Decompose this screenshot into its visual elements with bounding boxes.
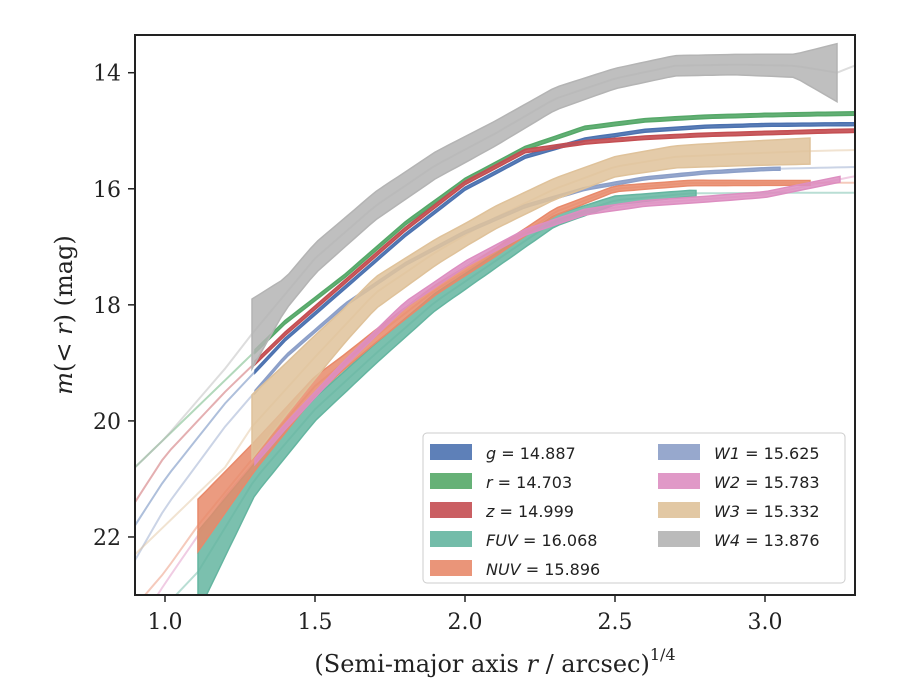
legend-series-name: W3: [714, 502, 740, 521]
x-tick-label: 2.5: [598, 610, 633, 635]
legend-series-name: r: [486, 473, 494, 492]
x-axis-label-post: / arcsec): [538, 650, 650, 678]
legend-label: z = 14.999: [485, 502, 574, 521]
series-band-w3: [251, 137, 811, 461]
y-tick-label: 22: [93, 526, 121, 551]
legend-series-value: = 15.783: [740, 473, 820, 492]
legend-swatch: [430, 444, 472, 460]
legend-swatch: [430, 473, 472, 489]
legend-swatch: [430, 502, 472, 518]
y-axis-label-r: r: [50, 322, 78, 335]
x-axis-label-pre: (Semi-major axis: [314, 650, 526, 678]
legend-swatch: [658, 502, 700, 518]
x-axis-label: (Semi-major axis r / arcsec)1/4: [314, 645, 675, 678]
legend-item-r: r = 14.703: [430, 473, 572, 492]
series-band-w4: [251, 42, 838, 372]
legend-swatch: [658, 444, 700, 460]
legend-label: W2 = 15.783: [714, 473, 820, 492]
legend-item-fuv: FUV = 16.068: [430, 531, 597, 550]
legend-series-name: NUV: [486, 560, 522, 579]
legend-swatch: [430, 531, 472, 547]
legend-swatch: [658, 473, 700, 489]
legend-series-value: = 13.876: [740, 531, 820, 550]
legend-series-value: = 15.896: [521, 560, 601, 579]
x-tick-label: 3.0: [748, 610, 783, 635]
legend-series-value: = 16.068: [518, 531, 598, 550]
y-axis-label: m(< r) (mag): [50, 235, 78, 395]
legend-label: FUV = 16.068: [486, 531, 597, 550]
legend-item-w1: W1 = 15.625: [658, 444, 820, 463]
legend-label: g = 14.887: [486, 444, 576, 463]
x-tick-label: 1.5: [298, 610, 333, 635]
legend-label: W1 = 15.625: [714, 444, 820, 463]
legend-series-value: = 15.332: [740, 502, 820, 521]
legend-item-g: g = 14.887: [430, 444, 576, 463]
legend-label: W3 = 15.332: [714, 502, 820, 521]
legend-label: NUV = 15.896: [486, 560, 600, 579]
legend-swatch: [430, 560, 472, 576]
series-band-w2: [254, 175, 841, 467]
y-tick-label: 20: [93, 410, 121, 435]
legend-item-z: z = 14.999: [430, 502, 574, 521]
x-axis-label-r: r: [526, 650, 539, 678]
y-axis-label-mid: (<: [50, 335, 78, 372]
y-tick-label: 16: [93, 178, 121, 203]
x-tick-label: 1.0: [148, 610, 183, 635]
legend-series-name: W1: [714, 444, 740, 463]
legend-item-w3: W3 = 15.332: [658, 502, 820, 521]
series-band-g: [254, 121, 855, 375]
legend-series-value: = 14.703: [493, 473, 573, 492]
legend-series-value: = 15.625: [740, 444, 820, 463]
legend-series-name: z: [485, 502, 495, 521]
x-axis-label-exponent: 1/4: [650, 645, 676, 664]
y-axis-label-m: m: [50, 372, 78, 395]
legend-item-w4: W4 = 13.876: [658, 531, 820, 550]
y-tick-label: 18: [93, 294, 121, 319]
legend-series-name: W2: [714, 473, 740, 492]
legend-label: W4 = 13.876: [714, 531, 820, 550]
legend-series-name: FUV: [486, 531, 519, 550]
legend-box: [422, 432, 846, 584]
plot-frame: [134, 34, 856, 596]
y-tick-label: 14: [93, 62, 121, 87]
legend-series-value: = 14.999: [494, 502, 574, 521]
y-axis-label-post: ) (mag): [50, 235, 78, 323]
series-band-z: [254, 128, 855, 367]
legend-swatch: [658, 531, 700, 547]
legend-item-nuv: NUV = 15.896: [430, 560, 600, 579]
legend-item-w2: W2 = 15.783: [658, 473, 820, 492]
legend-label: r = 14.703: [486, 473, 572, 492]
legend-series-value: = 14.887: [496, 444, 576, 463]
series-layer: [135, 42, 855, 595]
x-tick-label: 2.0: [448, 610, 483, 635]
ticks-layer: 1.0 1.5 2.0 2.5 3.0 14 16 18 20 22: [93, 62, 783, 635]
legend-series-name: W4: [714, 531, 740, 550]
legend-series-name: g: [486, 444, 496, 463]
